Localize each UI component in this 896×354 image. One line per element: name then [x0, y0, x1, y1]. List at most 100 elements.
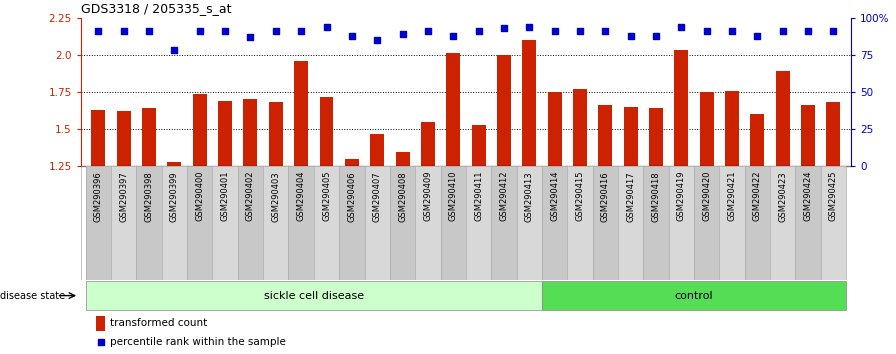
- Bar: [624, 107, 638, 166]
- Text: GSM290425: GSM290425: [829, 171, 838, 221]
- Text: GSM290403: GSM290403: [271, 171, 280, 222]
- Bar: [542, 281, 846, 310]
- Text: GSM290406: GSM290406: [348, 171, 357, 222]
- Text: GSM290424: GSM290424: [804, 171, 813, 221]
- Point: [244, 34, 258, 40]
- Point: [269, 28, 283, 34]
- Bar: [643, 166, 668, 280]
- Text: GSM290399: GSM290399: [170, 171, 179, 222]
- Bar: [776, 71, 789, 166]
- Bar: [168, 162, 181, 166]
- Point: [91, 28, 106, 34]
- Bar: [649, 108, 663, 166]
- Bar: [517, 166, 542, 280]
- Bar: [675, 50, 688, 166]
- Point: [319, 24, 333, 29]
- Text: GSM290415: GSM290415: [575, 171, 584, 221]
- Point: [116, 28, 131, 34]
- Text: GSM290422: GSM290422: [753, 171, 762, 221]
- Bar: [340, 166, 365, 280]
- Bar: [421, 122, 435, 166]
- Bar: [415, 166, 441, 280]
- Bar: [212, 166, 237, 280]
- Point: [421, 28, 435, 34]
- Bar: [668, 166, 694, 280]
- Bar: [86, 281, 542, 310]
- Point: [496, 25, 511, 31]
- Text: GSM290409: GSM290409: [424, 171, 433, 221]
- Bar: [770, 166, 796, 280]
- Text: percentile rank within the sample: percentile rank within the sample: [110, 337, 286, 347]
- Bar: [745, 166, 770, 280]
- Text: GSM290405: GSM290405: [322, 171, 331, 221]
- Bar: [365, 166, 390, 280]
- Text: disease state: disease state: [0, 291, 65, 301]
- Bar: [269, 102, 283, 166]
- Bar: [395, 152, 409, 166]
- Bar: [320, 97, 333, 166]
- Point: [573, 28, 587, 34]
- Bar: [599, 105, 612, 166]
- Point: [826, 28, 840, 34]
- Bar: [801, 105, 815, 166]
- Text: control: control: [675, 291, 713, 301]
- Bar: [289, 166, 314, 280]
- Point: [93, 339, 108, 345]
- Point: [776, 28, 790, 34]
- Text: GDS3318 / 205335_s_at: GDS3318 / 205335_s_at: [81, 2, 231, 15]
- Point: [345, 33, 359, 38]
- Bar: [719, 166, 745, 280]
- Bar: [86, 166, 111, 280]
- Bar: [263, 166, 289, 280]
- Text: GSM290419: GSM290419: [676, 171, 685, 221]
- Text: GSM290398: GSM290398: [144, 171, 153, 222]
- Bar: [345, 159, 358, 166]
- Point: [725, 28, 739, 34]
- Point: [750, 33, 764, 38]
- Bar: [567, 166, 592, 280]
- Bar: [96, 316, 106, 331]
- Point: [446, 33, 461, 38]
- Bar: [471, 125, 486, 166]
- Text: GSM290421: GSM290421: [728, 171, 737, 221]
- Point: [294, 28, 308, 34]
- Point: [801, 28, 815, 34]
- Bar: [796, 166, 821, 280]
- Bar: [491, 166, 517, 280]
- Bar: [116, 112, 131, 166]
- Text: GSM290396: GSM290396: [94, 171, 103, 222]
- Text: GSM290402: GSM290402: [246, 171, 255, 221]
- Point: [218, 28, 232, 34]
- Bar: [441, 166, 466, 280]
- Text: GSM290420: GSM290420: [702, 171, 711, 221]
- Bar: [370, 134, 384, 166]
- Text: GSM290401: GSM290401: [220, 171, 229, 221]
- Text: GSM290414: GSM290414: [550, 171, 559, 221]
- Text: GSM290408: GSM290408: [398, 171, 407, 222]
- Bar: [136, 166, 162, 280]
- Text: GSM290417: GSM290417: [626, 171, 635, 222]
- Text: GSM290413: GSM290413: [525, 171, 534, 222]
- Bar: [522, 40, 537, 166]
- Point: [395, 31, 409, 37]
- Bar: [294, 61, 308, 166]
- Point: [370, 37, 384, 43]
- Text: GSM290407: GSM290407: [373, 171, 382, 222]
- Bar: [700, 92, 714, 166]
- Bar: [497, 55, 511, 166]
- Text: GSM290412: GSM290412: [499, 171, 508, 221]
- Text: GSM290416: GSM290416: [601, 171, 610, 222]
- Bar: [142, 108, 156, 166]
- Point: [547, 28, 562, 34]
- Point: [599, 28, 613, 34]
- Point: [522, 24, 537, 29]
- Bar: [592, 166, 618, 280]
- Bar: [111, 166, 136, 280]
- Text: GSM290397: GSM290397: [119, 171, 128, 222]
- Bar: [725, 91, 739, 166]
- Bar: [618, 166, 643, 280]
- Text: GSM290400: GSM290400: [195, 171, 204, 221]
- Bar: [162, 166, 187, 280]
- Bar: [694, 166, 719, 280]
- Point: [168, 47, 182, 53]
